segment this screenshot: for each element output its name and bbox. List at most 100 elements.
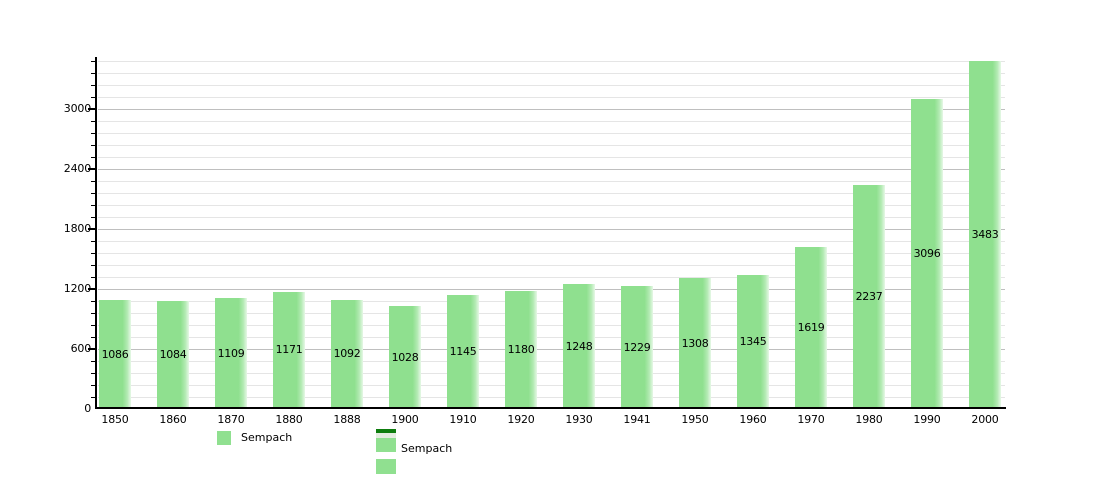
bar-value-label: 1028	[391, 350, 419, 364]
x-tick-label: 1930	[565, 413, 593, 426]
bar-value-label: 1086	[101, 347, 129, 361]
y-axis-tick	[91, 217, 97, 218]
bar-value-label: 1084	[159, 347, 187, 361]
x-tick-label: 1910	[449, 413, 477, 426]
bar-value-label: 1619	[797, 321, 825, 335]
y-gridline	[98, 145, 1005, 146]
y-gridline	[98, 181, 1005, 182]
x-tick-label: 1960	[739, 413, 767, 426]
bar-1950	[679, 278, 711, 409]
x-tick-label: 1980	[855, 413, 883, 426]
bar-1900	[389, 306, 421, 409]
y-axis-tick	[91, 157, 97, 158]
y-gridline	[98, 289, 1005, 290]
bar-1941	[621, 286, 653, 409]
bar-value-label: 1145	[449, 344, 477, 358]
x-tick-label: 1888	[333, 413, 361, 426]
x-tick-label: 1900	[391, 413, 419, 426]
y-axis-tick	[91, 61, 97, 62]
x-tick-label: 1920	[507, 413, 535, 426]
y-gridline	[98, 169, 1005, 170]
bar-1888	[331, 299, 363, 409]
y-axis-tick	[91, 313, 97, 314]
y-gridline	[98, 301, 1005, 302]
bar-value-label: 1171	[275, 343, 303, 357]
legend-pale-band-icon	[376, 433, 396, 438]
y-axis-tick	[88, 168, 97, 170]
y-axis-tick	[88, 108, 97, 110]
y-axis-tick	[91, 205, 97, 206]
y-gridline	[98, 205, 1005, 206]
x-tick-label: 1941	[623, 413, 651, 426]
bar-value-label: 1229	[623, 340, 651, 354]
legend-darkgreen-bar-icon	[376, 429, 396, 433]
y-axis-tick	[91, 97, 97, 98]
bar-value-label: 3483	[971, 227, 999, 241]
y-gridline	[98, 229, 1005, 230]
bar-1980	[853, 185, 885, 409]
bar-value-label: 1180	[507, 343, 535, 356]
bar-1990	[911, 99, 943, 409]
bar-1850	[99, 300, 131, 409]
bar-value-label: 3096	[913, 247, 941, 261]
y-tick-label: 0	[84, 402, 91, 415]
y-axis-tick	[91, 373, 97, 374]
legend-green-swatch-icon	[217, 431, 231, 445]
y-axis-tick	[91, 133, 97, 134]
x-tick-label: 1990	[913, 413, 941, 426]
y-gridline	[98, 193, 1005, 194]
y-axis-tick	[91, 361, 97, 362]
bar-value-label: 2237	[855, 290, 883, 304]
x-tick-label: 1870	[217, 413, 245, 426]
y-axis-tick	[91, 145, 97, 146]
y-tick-label: 2400	[63, 162, 91, 175]
y-axis-tick	[91, 397, 97, 398]
y-gridline	[98, 133, 1005, 134]
x-axis-line	[95, 407, 1006, 409]
y-gridline	[98, 253, 1005, 254]
legend-green-extra-swatch-icon	[376, 459, 396, 474]
bar-1880	[273, 291, 305, 409]
y-gridline	[98, 385, 1005, 386]
y-axis-tick	[91, 265, 97, 266]
y-axis-tick	[91, 193, 97, 194]
y-gridline	[98, 397, 1005, 398]
bar-1930	[563, 284, 595, 409]
legend-swatch-stack	[376, 429, 396, 452]
y-gridline	[98, 157, 1005, 158]
bar-1860	[157, 300, 189, 409]
y-axis-tick	[91, 385, 97, 386]
x-tick-label: 2000	[971, 413, 999, 426]
y-axis-line	[95, 57, 97, 409]
y-axis-tick	[88, 228, 97, 230]
y-axis-tick	[88, 288, 97, 290]
y-axis-tick	[91, 325, 97, 326]
bar-value-label: 1109	[217, 346, 245, 360]
y-gridline	[98, 61, 1005, 62]
bar-value-label: 1092	[333, 347, 361, 361]
y-axis-tick	[91, 85, 97, 86]
y-gridline	[98, 241, 1005, 242]
x-tick-label: 1950	[681, 413, 709, 426]
legend-secondary-label: Sempach	[401, 442, 453, 455]
y-gridline	[98, 265, 1005, 266]
bar-value-label: 1308	[681, 336, 709, 350]
legend-primary-label: Sempach	[241, 431, 293, 444]
y-gridline	[98, 337, 1005, 338]
x-tick-label: 1850	[101, 413, 129, 426]
y-gridline	[98, 373, 1005, 374]
y-axis-tick	[91, 301, 97, 302]
y-gridline	[98, 85, 1005, 86]
y-tick-label: 600	[70, 342, 92, 355]
y-axis-tick	[91, 337, 97, 338]
y-gridline	[98, 217, 1005, 218]
y-gridline	[98, 325, 1005, 326]
y-axis-tick	[91, 241, 97, 242]
x-tick-label: 1970	[797, 413, 825, 426]
bar-value-label: 1248	[565, 339, 593, 353]
bar-1920	[505, 291, 537, 409]
y-gridline	[98, 277, 1005, 278]
y-tick-label: 1200	[63, 282, 91, 295]
